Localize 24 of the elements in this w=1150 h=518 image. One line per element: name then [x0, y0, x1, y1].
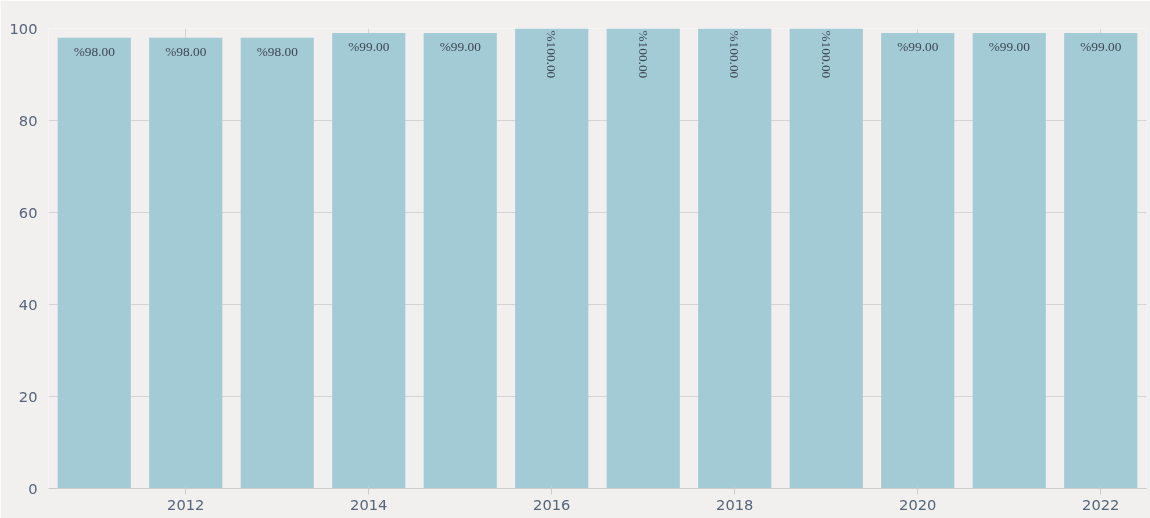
y-tick-label: 60	[18, 203, 38, 221]
x-tick-label: 2016	[533, 495, 571, 513]
data-label: %99.00	[897, 39, 939, 55]
data-label: %100.00	[635, 30, 651, 79]
y-tick-label: 40	[18, 295, 38, 313]
y-tick-label: 20	[18, 387, 38, 405]
data-label: %100.00	[727, 30, 743, 79]
data-label: %99.00	[348, 39, 390, 55]
y-tick-label: 80	[18, 111, 38, 129]
data-label: %98.00	[165, 43, 207, 59]
x-tick-label: 2022	[1082, 495, 1120, 513]
y-tick-label: 0	[28, 479, 38, 497]
x-tick-label: 2012	[167, 495, 205, 513]
x-tick-label: 2020	[899, 495, 937, 513]
data-label: %98.00	[73, 43, 116, 59]
x-tick-label: 2014	[350, 495, 388, 513]
data-label: %99.00	[1080, 39, 1122, 55]
data-label: %99.00	[988, 39, 1031, 55]
data-label: %100.00	[818, 30, 834, 79]
y-tick-label: 100	[9, 19, 38, 37]
x-tick-label: 2018	[716, 495, 754, 513]
data-label: %100.00	[544, 30, 560, 79]
data-label: %99.00	[439, 39, 482, 55]
data-label: %98.00	[256, 43, 299, 59]
